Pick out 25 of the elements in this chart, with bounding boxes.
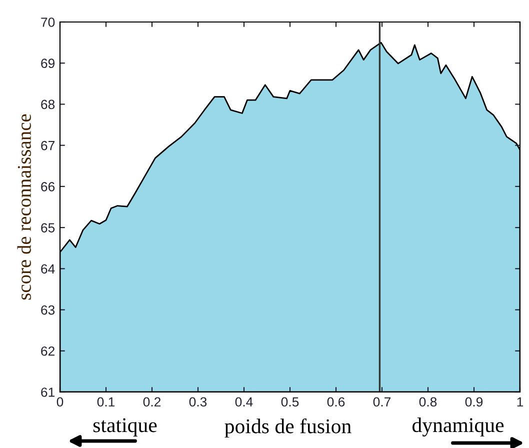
y-tick-label: 63	[41, 305, 55, 315]
y-tick-label: 69	[41, 58, 55, 68]
y-tick-label: 67	[41, 140, 54, 150]
x-tick-label: 0.8	[419, 397, 437, 407]
x-tick-label: 1	[517, 397, 524, 406]
y-tick-label: 70	[41, 18, 55, 27]
x-tick-label: 0.7	[373, 397, 391, 407]
x-tick-label: 0.6	[327, 397, 345, 407]
text: statique	[93, 418, 157, 436]
x-tick-label: 0	[56, 397, 64, 407]
y-tick-label: 65	[41, 223, 55, 232]
x-tick-label: 0.3	[189, 397, 207, 407]
x-tick-label: 0.9	[465, 397, 483, 407]
x-tick-label: 0.4	[235, 397, 253, 407]
x-tick-label: 0.5	[281, 397, 299, 407]
text: dynamique	[412, 418, 504, 436]
y-axis-title: score de reconnaissance	[17, 114, 31, 300]
x-tick-label: 0.1	[97, 397, 115, 407]
y-tick-label: 64	[41, 264, 55, 274]
x-axis-title: poids de fusion	[224, 418, 352, 438]
y-tick-label: 68	[41, 100, 55, 110]
x-tick-label: 0.2	[143, 397, 161, 407]
y-tick-label: 61	[41, 388, 54, 397]
y-tick-label: 66	[41, 182, 55, 192]
y-tick-label: 62	[41, 346, 54, 356]
